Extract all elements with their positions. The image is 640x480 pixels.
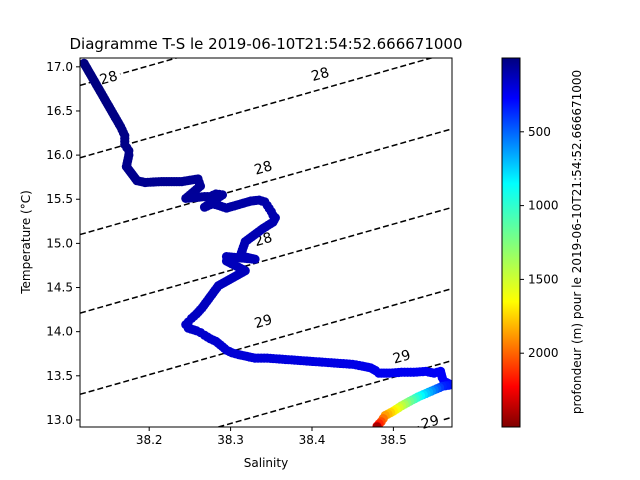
contour-label-background: [387, 344, 415, 367]
y-tick-label: 14.5: [46, 281, 73, 295]
y-tick-label: 15.5: [46, 192, 73, 206]
colorbar-tick-label: 1000: [528, 199, 559, 213]
contour-label-background: [249, 309, 277, 332]
contour-label: 29: [391, 347, 413, 367]
contour-label: 29: [420, 413, 442, 433]
y-tick-label: 16.0: [46, 148, 73, 162]
contour-label: 28: [98, 68, 120, 88]
density-contour-line: [80, 128, 452, 236]
y-axis-label: Temperature (°C): [19, 190, 33, 295]
y-tick-label: 13.5: [46, 369, 73, 383]
colorbar: [501, 57, 521, 428]
y-tick-label: 14.0: [46, 325, 73, 339]
contour-label: 29: [253, 312, 275, 332]
x-axis-ticks: 38.2 38.3 38.4 38.5: [136, 427, 407, 447]
x-tick-label: 38.5: [380, 433, 407, 447]
contour-label: 28: [310, 65, 332, 85]
profile-points: [80, 58, 452, 427]
x-tick-label: 38.2: [136, 433, 163, 447]
contour-label-background: [94, 65, 122, 88]
colorbar-tick-label: 1500: [528, 272, 559, 286]
chart-title: Diagramme T-S le 2019-06-10T21:54:52.666…: [69, 35, 462, 53]
contour-label-background: [416, 409, 444, 432]
y-tick-label: 16.5: [46, 104, 73, 118]
density-contour-line: [80, 206, 452, 314]
plot-frame: [79, 57, 453, 428]
contour-label-background: [249, 155, 277, 178]
colorbar-tick-label: 2000: [528, 346, 559, 360]
x-axis-label: Salinity: [244, 456, 288, 470]
contour-label-background: [306, 61, 334, 84]
colorbar-tick-label: 500: [528, 125, 551, 139]
x-tick-label: 38.4: [299, 433, 326, 447]
y-tick-label: 13.0: [46, 413, 73, 427]
contour-label: 28: [253, 158, 275, 178]
colorbar-ticks: 500 1000 1500 2000: [520, 125, 559, 360]
x-tick-label: 38.3: [217, 433, 244, 447]
profile-point: [372, 422, 382, 427]
y-axis-ticks: 13.0 13.5 14.0 14.5 15.0 15.5 16.0 16.5 17.0: [46, 60, 80, 427]
y-tick-label: 15.0: [46, 236, 73, 250]
y-tick-label: 17.0: [46, 60, 73, 74]
density-contour-line: [218, 359, 452, 427]
colorbar-label: profondeur (m) pour le 2019-06-10T21:54:…: [570, 70, 584, 414]
